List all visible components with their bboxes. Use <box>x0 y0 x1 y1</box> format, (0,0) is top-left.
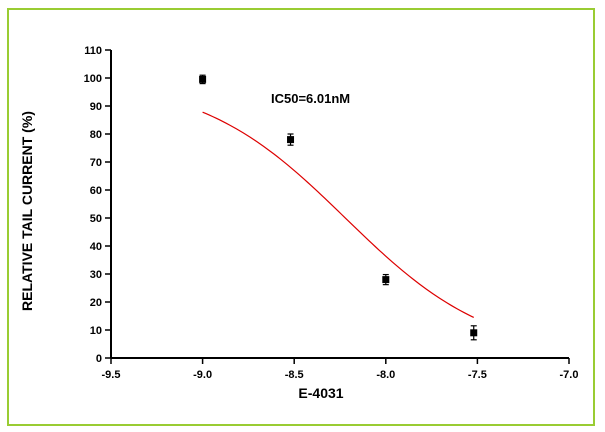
data-point <box>199 74 207 85</box>
y-axis-title: RELATIVE TAIL CURRENT (%) <box>19 111 35 311</box>
data-point <box>287 133 295 146</box>
x-tick-label: -9.0 <box>193 369 212 381</box>
data-point <box>382 273 390 286</box>
y-tick-label: 100 <box>84 73 102 85</box>
point-marker <box>382 276 390 284</box>
x-tick-label: -9.5 <box>102 369 121 381</box>
point-marker <box>199 75 207 83</box>
point-marker <box>470 329 478 337</box>
data-point <box>470 325 478 341</box>
dose-response-chart: -9.5 -9.0 -8.5 -8.0 -7.5 -7.0 0 10 20 30 40 50 60 70… <box>19 45 579 401</box>
ic50-annotation: IC50=6.01nM <box>271 91 350 106</box>
x-tick-label: -8.0 <box>376 369 395 381</box>
y-tick-label: 90 <box>90 101 102 113</box>
y-tick-label: 20 <box>90 297 102 309</box>
y-tick-label: 40 <box>90 241 102 253</box>
axes: -9.5 -9.0 -8.5 -8.0 -7.5 -7.0 0 10 20 30 40 50 60 70… <box>84 45 579 381</box>
fit-curve <box>202 111 475 318</box>
x-tick-label: -7.0 <box>560 369 579 381</box>
y-tick-label: 30 <box>90 269 102 281</box>
data-points <box>199 74 478 341</box>
y-tick-label: 0 <box>96 353 102 365</box>
y-tick-label: 60 <box>90 185 102 197</box>
y-tick-label: 110 <box>84 45 102 57</box>
y-axis-ticks: 0 10 20 30 40 50 60 70 80 90 100 110 <box>84 45 111 365</box>
y-tick-label: 50 <box>90 213 102 225</box>
y-tick-label: 80 <box>90 129 102 141</box>
y-tick-label: 10 <box>90 325 102 337</box>
figure-frame: -9.5 -9.0 -8.5 -8.0 -7.5 -7.0 0 10 20 30 40 50 60 70… <box>7 8 595 426</box>
point-marker <box>287 136 295 144</box>
x-axis-title: E-4031 <box>298 385 343 401</box>
x-axis-ticks: -9.5 -9.0 -8.5 -8.0 -7.5 -7.0 <box>102 358 579 381</box>
x-tick-label: -8.5 <box>285 369 304 381</box>
y-tick-label: 70 <box>90 157 102 169</box>
x-tick-label: -7.5 <box>468 369 487 381</box>
